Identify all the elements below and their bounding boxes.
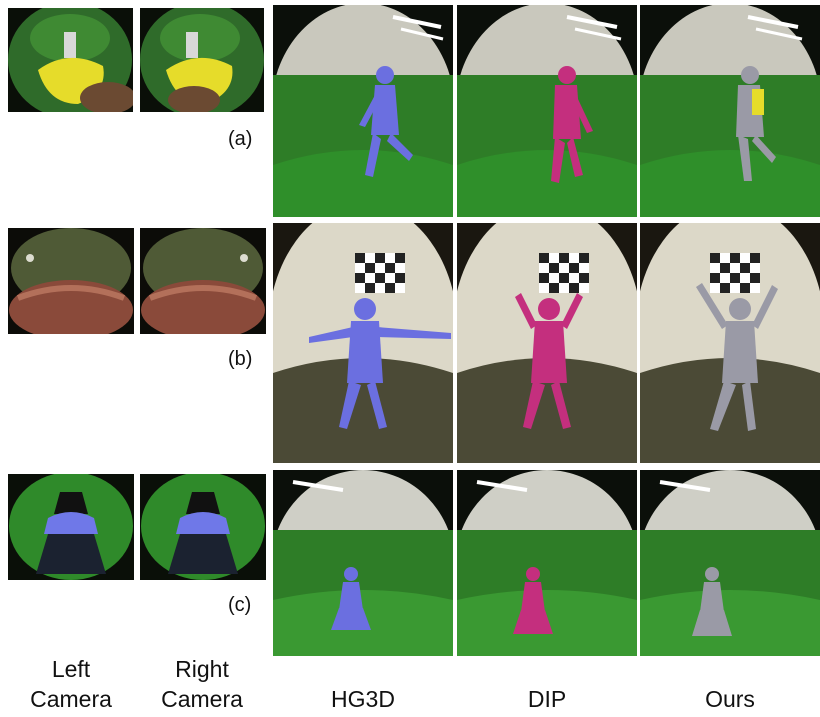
row-a-left-camera <box>8 8 133 112</box>
column-label-right-camera: Right Camera <box>161 656 243 712</box>
row-c-ours-result <box>640 470 820 656</box>
row-a-ours-result <box>640 5 820 217</box>
row-c-hg3d-result <box>273 470 453 656</box>
row-b-ours-result <box>640 223 820 463</box>
row-b-dip-result <box>457 223 637 463</box>
row-c-dip-result <box>457 470 637 656</box>
row-a-right-camera <box>140 8 264 112</box>
row-label-a: (a) <box>228 128 253 150</box>
column-label-hg3d: HG3D <box>331 686 395 712</box>
row-b-hg3d-result <box>273 223 453 463</box>
row-b-right-camera <box>140 228 266 334</box>
row-c-right-camera <box>140 474 266 580</box>
row-c-left-camera <box>8 474 134 580</box>
column-label-dip: DIP <box>527 686 567 712</box>
row-b-left-camera <box>8 228 134 334</box>
row-label-b: (b) <box>228 348 253 370</box>
row-label-c: (c) <box>228 594 252 616</box>
row-a-dip-result <box>457 5 637 217</box>
row-a-hg3d-result <box>273 5 453 217</box>
column-label-left-camera: Left Camera <box>30 656 112 712</box>
column-label-ours: Ours <box>705 686 755 712</box>
